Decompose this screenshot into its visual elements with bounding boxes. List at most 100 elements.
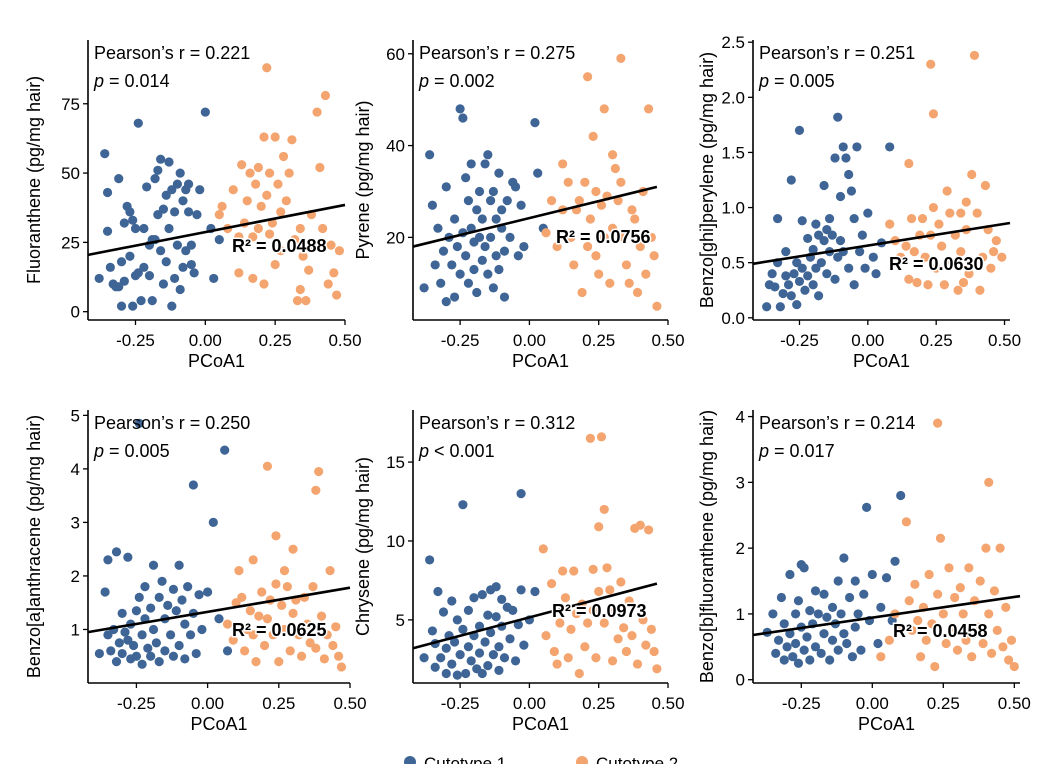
data-point — [167, 185, 177, 195]
data-point — [909, 247, 919, 257]
data-point — [326, 240, 336, 250]
data-point — [580, 177, 590, 187]
data-point — [304, 265, 314, 275]
data-point — [430, 260, 440, 270]
data-point — [483, 661, 493, 671]
data-point — [488, 186, 498, 197]
data-point — [214, 235, 224, 245]
data-point — [139, 262, 149, 272]
x-tick-label: 0.25 — [582, 694, 615, 713]
data-point — [463, 605, 474, 616]
data-point — [125, 251, 135, 261]
data-point — [463, 642, 474, 652]
data-point — [955, 583, 965, 593]
data-point — [120, 627, 130, 637]
data-point — [140, 582, 150, 592]
data-point — [924, 569, 934, 580]
data-point — [114, 638, 124, 648]
data-point — [558, 566, 568, 576]
p-symbol: p — [758, 71, 769, 91]
data-point — [146, 651, 156, 661]
data-point — [599, 618, 609, 628]
data-point — [552, 241, 562, 252]
regression-line — [87, 203, 346, 257]
data-point — [635, 241, 645, 252]
data-point — [583, 618, 593, 628]
data-point — [100, 149, 110, 159]
data-point — [461, 251, 471, 261]
data-point — [862, 502, 872, 512]
data-point — [904, 158, 914, 169]
p-value-text: = 0.005 — [769, 71, 835, 91]
data-point — [336, 662, 347, 672]
y-tick-label: 60 — [386, 45, 405, 64]
data-point — [209, 273, 219, 284]
data-point — [488, 649, 498, 660]
data-point — [788, 652, 798, 662]
data-point — [630, 214, 640, 224]
data-point — [447, 596, 457, 606]
data-point — [158, 279, 169, 289]
data-point — [839, 553, 849, 563]
data-point — [222, 619, 233, 629]
y-tick-label: 1.0 — [721, 199, 745, 218]
data-point — [935, 533, 946, 543]
x-axis-title: PCoA1 — [188, 351, 245, 371]
data-point — [192, 210, 202, 220]
data-point — [867, 569, 877, 580]
data-point — [298, 251, 308, 261]
data-point — [419, 653, 429, 663]
data-point — [967, 169, 977, 180]
data-point — [610, 605, 620, 616]
data-point — [183, 582, 193, 592]
data-point — [502, 196, 512, 206]
data-point — [803, 271, 813, 281]
data-point — [274, 656, 284, 667]
y-tick-label: 0 — [71, 303, 80, 322]
data-point — [447, 260, 457, 270]
data-point — [106, 646, 116, 656]
scatter-panel-2: 20 40 60 -0.25 0.00 0.25 0.50 PCoA1 Pyrene (pg/m… — [353, 40, 685, 371]
data-point — [329, 268, 339, 278]
data-point — [137, 659, 147, 669]
data-point — [279, 565, 290, 576]
data-point — [220, 445, 230, 455]
data-point — [992, 625, 1002, 635]
data-point — [510, 182, 521, 192]
x-axis-title: PCoA1 — [512, 351, 569, 371]
data-point — [934, 219, 944, 229]
data-point — [516, 585, 526, 595]
y-axis-title: Benzo[a]anthracene (pg/mg hair) — [24, 415, 44, 678]
data-point — [332, 290, 342, 300]
data-point — [294, 630, 304, 640]
data-point — [785, 569, 795, 580]
data-point — [499, 292, 510, 302]
data-point — [449, 292, 460, 302]
data-point — [884, 635, 894, 645]
data-point — [904, 596, 914, 606]
data-point — [163, 600, 173, 610]
y-tick-label: 0.0 — [721, 309, 745, 328]
data-point — [177, 595, 187, 605]
data-point — [519, 640, 529, 650]
data-point — [270, 132, 280, 142]
data-point — [616, 177, 626, 187]
r-squared-annotation: R² = 0.0973 — [552, 601, 647, 621]
data-point — [262, 63, 272, 73]
data-point — [237, 592, 247, 602]
data-point — [466, 656, 476, 666]
data-point — [463, 196, 474, 206]
data-point — [427, 626, 438, 636]
data-point — [168, 651, 179, 661]
data-point — [530, 118, 540, 128]
data-point — [133, 268, 143, 278]
data-point — [143, 643, 153, 653]
data-point — [906, 213, 917, 224]
x-tick-label: -0.25 — [782, 694, 821, 713]
data-point — [844, 592, 855, 603]
data-point — [480, 159, 490, 169]
data-point — [643, 104, 654, 114]
data-point — [251, 179, 261, 189]
x-tick-label: 0.25 — [262, 694, 295, 713]
data-point — [178, 262, 188, 272]
